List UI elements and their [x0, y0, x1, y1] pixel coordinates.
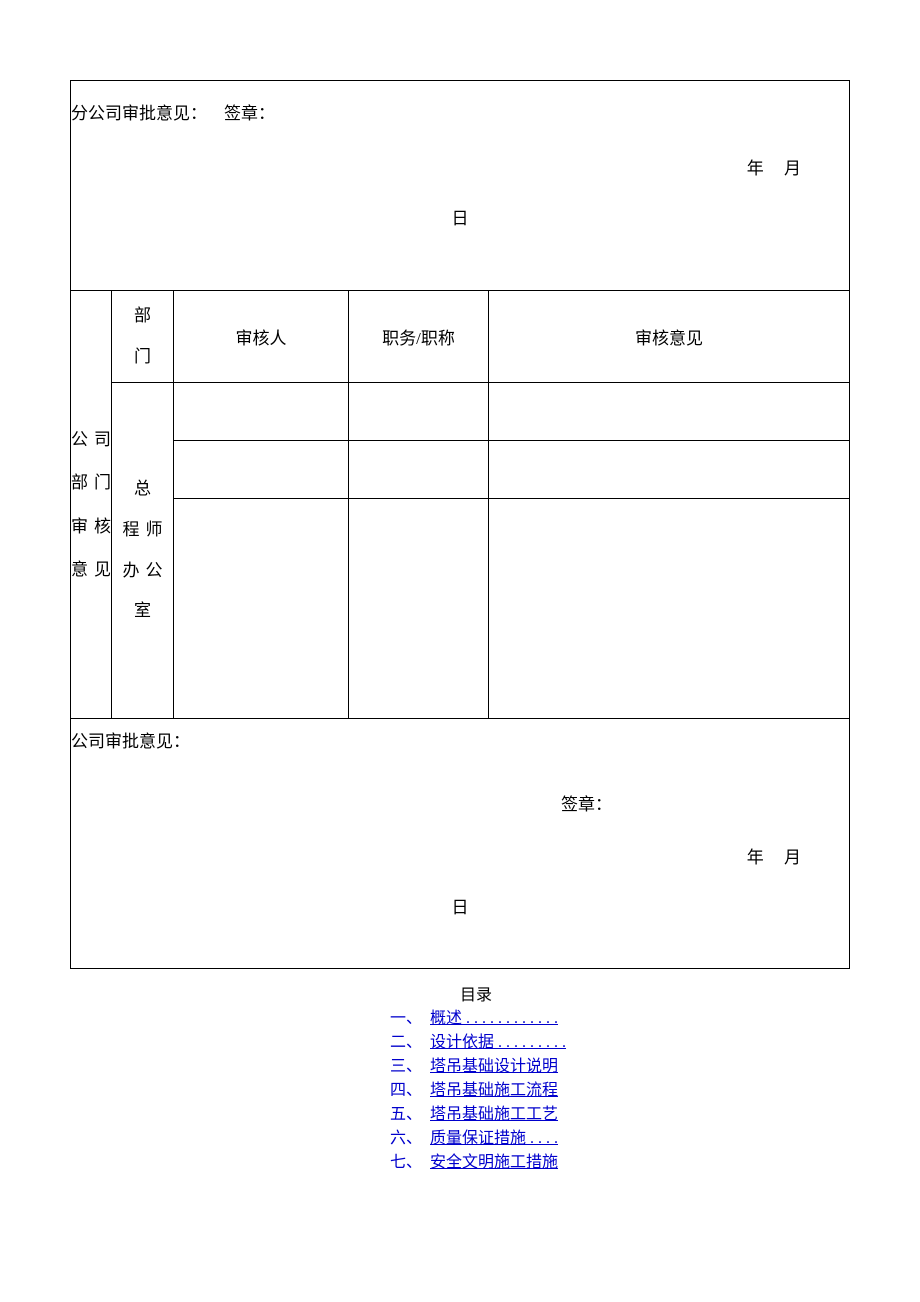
dept-c4: 室	[112, 591, 173, 632]
dept-c2b: 师	[146, 510, 163, 551]
toc-text-2: 设计依据 . . . . . . . . .	[430, 1034, 566, 1051]
toc-num-3: 三、	[390, 1055, 430, 1079]
opinion-cell-2	[489, 441, 850, 499]
toc-num-7: 七、	[390, 1151, 430, 1175]
toc-num-2: 二、	[390, 1031, 430, 1055]
branch-approval-section: 分公司审批意见： 签章： 年 月 日	[71, 81, 850, 291]
opinion-cell-3	[489, 499, 850, 719]
dept-c3b: 公	[146, 551, 163, 592]
toc-text-3: 塔吊基础设计说明	[430, 1058, 558, 1075]
vlabel-r2c1: 部	[71, 464, 88, 501]
dept-c2a: 程	[123, 510, 140, 551]
toc-text-4: 塔吊基础施工流程	[430, 1082, 558, 1099]
toc-num-5: 五、	[390, 1103, 430, 1127]
branch-date-row: 年 月	[71, 154, 849, 179]
opinion-header: 审核意见	[489, 291, 850, 383]
year-label: 年	[747, 159, 772, 178]
branch-label-text: 分公司审批意见：	[71, 104, 207, 123]
toc-text-1: 概述 . . . . . . . . . . . .	[430, 1010, 558, 1027]
company-day-label: 日	[452, 898, 469, 917]
title-header: 职务/职称	[349, 291, 489, 383]
table-header-row: 公 司 部 门 审 核 意 见 部 门	[71, 291, 850, 383]
toc-item-7[interactable]: 七、安全文明施工措施	[390, 1151, 850, 1175]
company-sign-label: 签章：	[71, 790, 849, 815]
dept-c1: 总	[112, 469, 173, 510]
toc-item-3[interactable]: 三、塔吊基础设计说明	[390, 1055, 850, 1079]
toc-num-4: 四、	[390, 1079, 430, 1103]
reviewer-cell-2	[174, 441, 349, 499]
vlabel-r1c1: 公	[71, 421, 88, 458]
branch-sign-label: 签章：	[224, 104, 275, 123]
toc-item-1[interactable]: 一、概述 . . . . . . . . . . . .	[390, 1007, 850, 1031]
company-approval-section: 公司审批意见： 签章： 年 月 日	[71, 719, 850, 969]
vlabel-r2c2: 门	[94, 464, 111, 501]
reviewer-cell-1	[174, 383, 349, 441]
toc-title: 目录	[460, 981, 850, 1005]
dept-header-char2: 门	[112, 337, 173, 378]
company-month-label: 月	[784, 848, 809, 867]
dept-name-cell: 总 程 师 办 公 室	[112, 383, 174, 719]
toc-num-6: 六、	[390, 1127, 430, 1151]
toc-num-1: 一、	[390, 1007, 430, 1031]
reviewer-cell-3	[174, 499, 349, 719]
toc-item-2[interactable]: 二、设计依据 . . . . . . . . .	[390, 1031, 850, 1055]
dept-header-char1: 部	[112, 296, 173, 337]
dept-header-cell: 部 门	[112, 291, 174, 383]
company-approval-label: 公司审批意见：	[71, 727, 849, 752]
branch-approval-label: 分公司审批意见： 签章：	[71, 99, 849, 124]
company-date-row: 年 月	[71, 843, 849, 868]
vlabel-r3c2: 核	[94, 508, 111, 545]
title-cell-1	[349, 383, 489, 441]
vlabel-r3c1: 审	[71, 508, 88, 545]
table-row-3	[71, 499, 850, 719]
toc-text-6: 质量保证措施 . . . .	[430, 1130, 558, 1147]
month-label: 月	[784, 159, 809, 178]
toc-container: 目录 一、概述 . . . . . . . . . . . . 二、设计依据 .…	[70, 981, 850, 1175]
toc-item-6[interactable]: 六、质量保证措施 . . . .	[390, 1127, 850, 1151]
company-dept-review-label-cell: 公 司 部 门 审 核 意 见	[71, 291, 112, 719]
table-row-1: 总 程 师 办 公 室	[71, 383, 850, 441]
toc-text-7: 安全文明施工措施	[430, 1154, 558, 1171]
day-label: 日	[452, 209, 469, 228]
approval-table: 分公司审批意见： 签章： 年 月 日 公 司 部 门	[70, 80, 850, 969]
company-day-row: 日	[71, 893, 849, 918]
reviewer-header: 审核人	[174, 291, 349, 383]
branch-day-row: 日	[71, 204, 849, 229]
vlabel-r4c1: 意	[71, 551, 88, 588]
title-cell-3	[349, 499, 489, 719]
table-row-2	[71, 441, 850, 499]
opinion-cell-1	[489, 383, 850, 441]
company-year-label: 年	[747, 848, 772, 867]
toc-item-5[interactable]: 五、塔吊基础施工工艺	[390, 1103, 850, 1127]
dept-c3a: 办	[123, 551, 140, 592]
toc-item-4[interactable]: 四、塔吊基础施工流程	[390, 1079, 850, 1103]
toc-text-5: 塔吊基础施工工艺	[430, 1106, 558, 1123]
vlabel-r4c2: 见	[94, 551, 111, 588]
vlabel-r1c2: 司	[94, 421, 111, 458]
title-cell-2	[349, 441, 489, 499]
